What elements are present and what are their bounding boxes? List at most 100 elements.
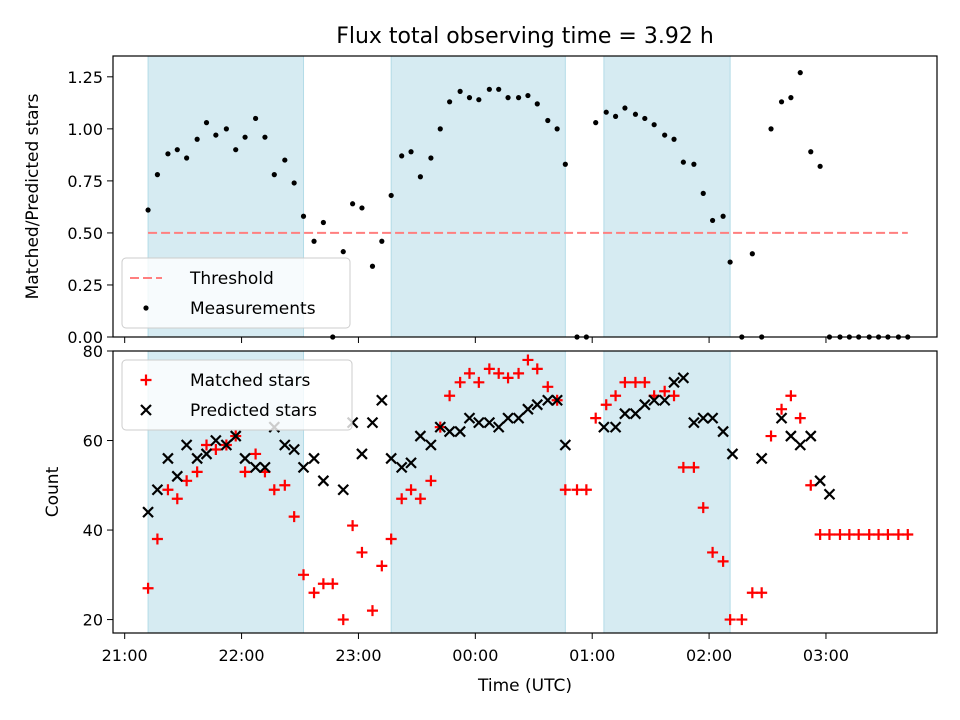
- matched-stars-point: [366, 605, 378, 617]
- predicted-stars-point: [171, 470, 184, 483]
- predicted-stars-point: [697, 412, 710, 424]
- top-axis-ticks: 0.00 0.25 0.50 0.75 1.00 1.25: [67, 68, 827, 347]
- measurement-point: [428, 155, 434, 161]
- predicted-stars-point: [609, 421, 622, 433]
- predicted-stars-point: [804, 430, 817, 442]
- matched-stars-point: [834, 529, 846, 541]
- matched-stars-point: [600, 399, 612, 411]
- matched-stars-point: [765, 430, 777, 442]
- chart-title: Flux total observing time = 3.92 h: [336, 24, 714, 49]
- x-tick-label: 03:00: [803, 646, 849, 665]
- predicted-stars-point: [814, 475, 826, 487]
- measurement-point: [562, 161, 568, 167]
- bottom-y-axis-label: Count: [43, 466, 63, 517]
- measurement-point: [603, 109, 609, 115]
- predicted-stars-point: [551, 394, 563, 407]
- measurement-point: [515, 95, 522, 101]
- measurement-point: [447, 99, 453, 105]
- measurement-point: [466, 95, 473, 101]
- measurement-point: [545, 117, 551, 124]
- matched-stars-point: [239, 466, 251, 478]
- predicted-stars-point: [162, 452, 174, 465]
- legend-box: [121, 359, 353, 431]
- predicted-stars-point: [385, 452, 397, 465]
- measurement-point: [680, 159, 686, 165]
- matched-stars-point: [542, 381, 554, 393]
- measurement-point: [632, 111, 639, 117]
- matched-stars-point: [736, 614, 748, 626]
- measurement-point: [778, 99, 785, 105]
- matched-stars-point: [756, 587, 768, 599]
- measurement-point: [174, 147, 180, 153]
- measurement-point: [408, 149, 414, 155]
- predicted-stars-point: [559, 439, 572, 451]
- predicted-stars-point: [405, 457, 417, 469]
- y-tick-label: 0.50: [67, 224, 103, 243]
- measurement-point: [388, 192, 394, 199]
- bottom-plot-frame: [112, 350, 938, 634]
- matched-stars-point: [151, 533, 163, 545]
- matched-stars-point: [308, 587, 320, 599]
- measurement-point: [359, 205, 365, 211]
- matched-stars-point: [814, 529, 826, 541]
- predicted-stars-point: [492, 421, 505, 433]
- predicted-stars-point: [425, 439, 437, 451]
- matched-stars-point: [522, 354, 534, 366]
- predicted-stars-point: [210, 434, 222, 447]
- predicted-stars-point: [677, 372, 690, 384]
- matched-stars-point: [191, 466, 203, 478]
- matched-stars-point: [882, 529, 894, 541]
- matched-stars-point: [444, 390, 456, 402]
- measurement-point: [300, 213, 307, 219]
- y-tick-label: 20: [83, 611, 103, 630]
- matched-stars-point: [356, 546, 368, 558]
- matched-stars-point: [162, 484, 174, 496]
- matched-stars-point: [776, 403, 788, 415]
- measurement-point: [534, 101, 540, 107]
- y-tick-label: 0.25: [67, 276, 103, 295]
- predicted-stars-point: [658, 394, 671, 407]
- observing-window-2: [390, 350, 566, 634]
- top-data-marks: [145, 70, 911, 340]
- legend-handle: [143, 305, 149, 311]
- predicted-stars-point: [502, 412, 514, 424]
- bottom-panel: 20 40 60 80 21:00 22:00 23:00 00:00 01:00 02:00 03…: [43, 342, 938, 665]
- x-tick-label: 02:00: [686, 646, 732, 665]
- matched-stars-point: [502, 372, 514, 384]
- measurement-point: [184, 155, 190, 161]
- measurement-point: [291, 180, 297, 186]
- predicted-stars-point: [200, 448, 213, 460]
- measurement-point: [709, 217, 716, 224]
- measurement-point: [525, 92, 531, 99]
- predicted-stars-point: [823, 488, 836, 501]
- measurement-point: [165, 151, 171, 157]
- matched-stars-point: [513, 367, 525, 379]
- predicted-stars-point: [259, 461, 271, 474]
- matched-stars-point: [805, 479, 817, 491]
- predicted-stars-point: [434, 421, 447, 433]
- matched-stars-point: [892, 529, 904, 541]
- top-panel: 0.00 0.25 0.50 0.75 1.00 1.25 Matched/Predict…: [23, 55, 938, 347]
- y-tick-label: 0.00: [67, 328, 103, 347]
- predicted-stars-point: [668, 376, 680, 389]
- measurement-point: [437, 126, 443, 132]
- measurement-point: [417, 174, 423, 180]
- matched-stars-point: [639, 376, 651, 388]
- x-tick-label: 23:00: [335, 646, 381, 665]
- x-tick-label: 00:00: [452, 646, 498, 665]
- predicted-stars-point: [191, 452, 203, 465]
- matched-stars-point: [201, 439, 213, 451]
- measurement-point: [797, 70, 803, 76]
- matched-stars-point: [493, 367, 505, 379]
- measurement-point: [457, 88, 463, 94]
- bottom-axis-ticks: 20 40 60 80 21:00 22:00 23:00 00:00 01:00 02:00 03…: [83, 342, 849, 665]
- predicted-stars-point: [366, 416, 379, 429]
- matched-stars-point: [873, 529, 885, 541]
- y-tick-label: 1.00: [67, 120, 103, 139]
- matched-stars-point: [571, 484, 583, 496]
- matched-stars-point: [317, 578, 329, 590]
- predicted-stars-point: [151, 483, 164, 496]
- matched-stars-point: [405, 484, 417, 496]
- matched-stars-point: [746, 587, 758, 599]
- measurement-point: [194, 136, 200, 142]
